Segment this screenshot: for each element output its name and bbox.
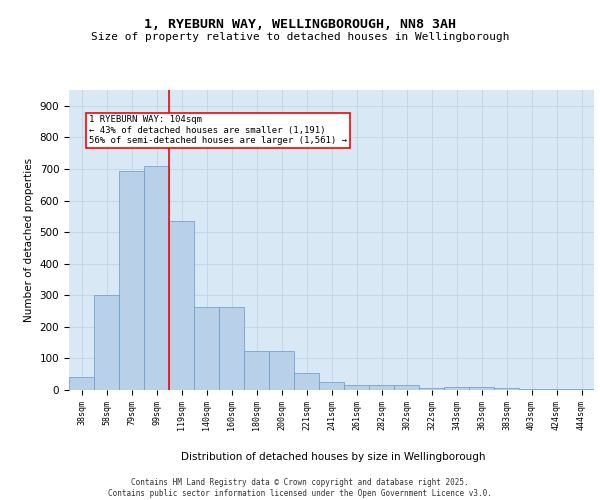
- Bar: [444, 387, 469, 390]
- Text: Size of property relative to detached houses in Wellingborough: Size of property relative to detached ho…: [91, 32, 509, 42]
- Bar: [494, 388, 519, 390]
- Bar: [144, 166, 169, 390]
- Text: Distribution of detached houses by size in Wellingborough: Distribution of detached houses by size …: [181, 452, 485, 462]
- Bar: [369, 386, 394, 390]
- Bar: [544, 389, 569, 390]
- Text: Contains HM Land Registry data © Crown copyright and database right 2025.
Contai: Contains HM Land Registry data © Crown c…: [108, 478, 492, 498]
- Bar: [69, 376, 94, 390]
- Bar: [319, 382, 344, 390]
- Bar: [219, 307, 244, 390]
- Bar: [269, 351, 294, 390]
- Bar: [519, 389, 544, 390]
- Bar: [469, 387, 494, 390]
- Bar: [169, 221, 194, 390]
- Bar: [419, 388, 444, 390]
- Bar: [344, 386, 369, 390]
- Bar: [294, 372, 319, 390]
- Bar: [94, 296, 119, 390]
- Bar: [244, 351, 269, 390]
- Text: 1, RYEBURN WAY, WELLINGBOROUGH, NN8 3AH: 1, RYEBURN WAY, WELLINGBOROUGH, NN8 3AH: [144, 18, 456, 30]
- Y-axis label: Number of detached properties: Number of detached properties: [24, 158, 34, 322]
- Bar: [394, 386, 419, 390]
- Bar: [194, 307, 219, 390]
- Text: 1 RYEBURN WAY: 104sqm
← 43% of detached houses are smaller (1,191)
56% of semi-d: 1 RYEBURN WAY: 104sqm ← 43% of detached …: [89, 116, 347, 145]
- Bar: [119, 170, 144, 390]
